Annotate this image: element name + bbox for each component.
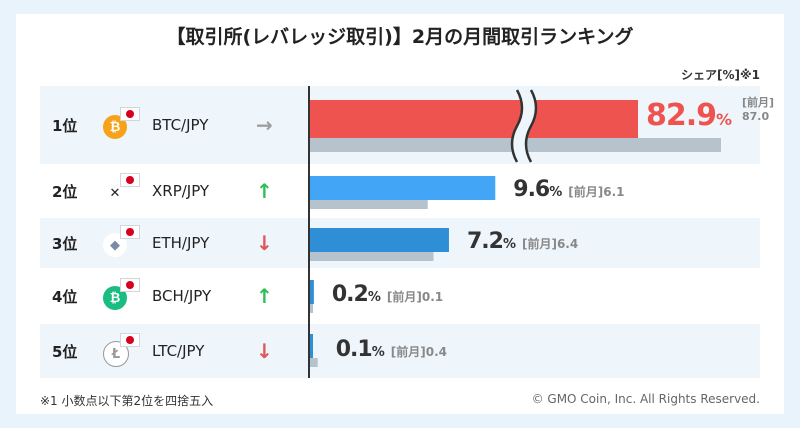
previous-prefix: [前月] bbox=[390, 345, 426, 359]
chart-title: 【取引所(レバレッジ取引)】2月の月間取引ランキング bbox=[166, 26, 634, 48]
value-label: 9.6% [前月]6.1 bbox=[513, 177, 624, 202]
rank-label: 5位 bbox=[52, 342, 78, 361]
japan-flag-icon bbox=[120, 107, 140, 121]
value-unit: % bbox=[367, 290, 381, 305]
ranking-row: 3位 ◆ ETH/JPY ↓ bbox=[40, 218, 760, 268]
value-number: 9.6 bbox=[513, 177, 550, 202]
currency-pair-label: ETH/JPY bbox=[152, 234, 210, 252]
ranking-row: 5位 Ł LTC/JPY ↓ bbox=[40, 324, 760, 378]
value-label: 0.1% [前月]0.4 bbox=[336, 337, 447, 362]
japan-flag-icon bbox=[120, 173, 140, 187]
previous-month-label: [前月]0.4 bbox=[391, 345, 447, 359]
previous-prefix: [前月] bbox=[742, 96, 775, 109]
footnote: ※1 小数点以下第2位を四捨五入 bbox=[40, 394, 214, 408]
ranking-row: 2位 ✕ XRP/JPY ↑ bbox=[40, 166, 760, 216]
rank-label: 3位 bbox=[52, 234, 78, 253]
value-label: 7.2% [前月]6.4 bbox=[467, 229, 578, 254]
value-label: 0.2% [前月]0.1 bbox=[332, 282, 443, 307]
value-unit: % bbox=[371, 345, 385, 360]
previous-prefix: [前月] bbox=[521, 237, 557, 251]
value-number: 0.2 bbox=[331, 282, 369, 307]
arrow-right-icon: → bbox=[256, 113, 273, 137]
chart-axis-line bbox=[308, 86, 310, 378]
arrow-up-icon: ↑ bbox=[256, 284, 273, 308]
currency-pair-label: XRP/JPY bbox=[152, 182, 210, 200]
rank-label: 2位 bbox=[52, 182, 78, 201]
japan-flag-icon bbox=[120, 333, 140, 347]
currency-pair-label: LTC/JPY bbox=[152, 342, 205, 360]
value-unit: % bbox=[502, 237, 516, 252]
previous-value: 0.1 bbox=[421, 290, 444, 304]
previous-month-label: [前月]0.1 bbox=[387, 290, 443, 304]
value-number: 0.1 bbox=[335, 337, 373, 362]
previous-value: 6.1 bbox=[603, 185, 625, 199]
share-unit-label: シェア[%]※1 bbox=[680, 68, 760, 82]
value-unit: % bbox=[716, 110, 733, 129]
japan-flag-icon bbox=[120, 225, 140, 239]
currency-pair-label: BCH/JPY bbox=[152, 287, 212, 305]
ranking-row: 4位 ₿ BCH/JPY ↑ bbox=[40, 270, 760, 322]
japan-flag-icon bbox=[120, 278, 140, 292]
arrow-down-icon: ↓ bbox=[256, 339, 273, 363]
rank-label: 4位 bbox=[52, 287, 78, 306]
previous-value: 6.4 bbox=[556, 237, 579, 251]
previous-value: 0.4 bbox=[425, 345, 447, 359]
value-number: 82.9 bbox=[646, 98, 717, 133]
rank-label: 1位 bbox=[52, 116, 78, 135]
previous-month-label: [前月] 87.0 bbox=[742, 96, 774, 124]
copyright: © GMO Coin, Inc. All Rights Reserved. bbox=[531, 392, 760, 406]
previous-value: 87.0 bbox=[742, 110, 770, 123]
value-number: 7.2 bbox=[466, 229, 504, 254]
previous-month-label: [前月]6.4 bbox=[522, 237, 578, 251]
currency-pair-label: BTC/JPY bbox=[152, 116, 209, 134]
previous-prefix: [前月] bbox=[386, 290, 422, 304]
arrow-up-icon: ↑ bbox=[256, 179, 273, 203]
value-unit: % bbox=[549, 185, 563, 200]
previous-month-label: [前月]6.1 bbox=[568, 185, 624, 199]
arrow-down-icon: ↓ bbox=[256, 231, 273, 255]
value-label: 82.9% [前月] 87.0 bbox=[646, 96, 774, 133]
litecoin-icon: Ł bbox=[103, 341, 129, 367]
previous-prefix: [前月] bbox=[568, 185, 604, 199]
